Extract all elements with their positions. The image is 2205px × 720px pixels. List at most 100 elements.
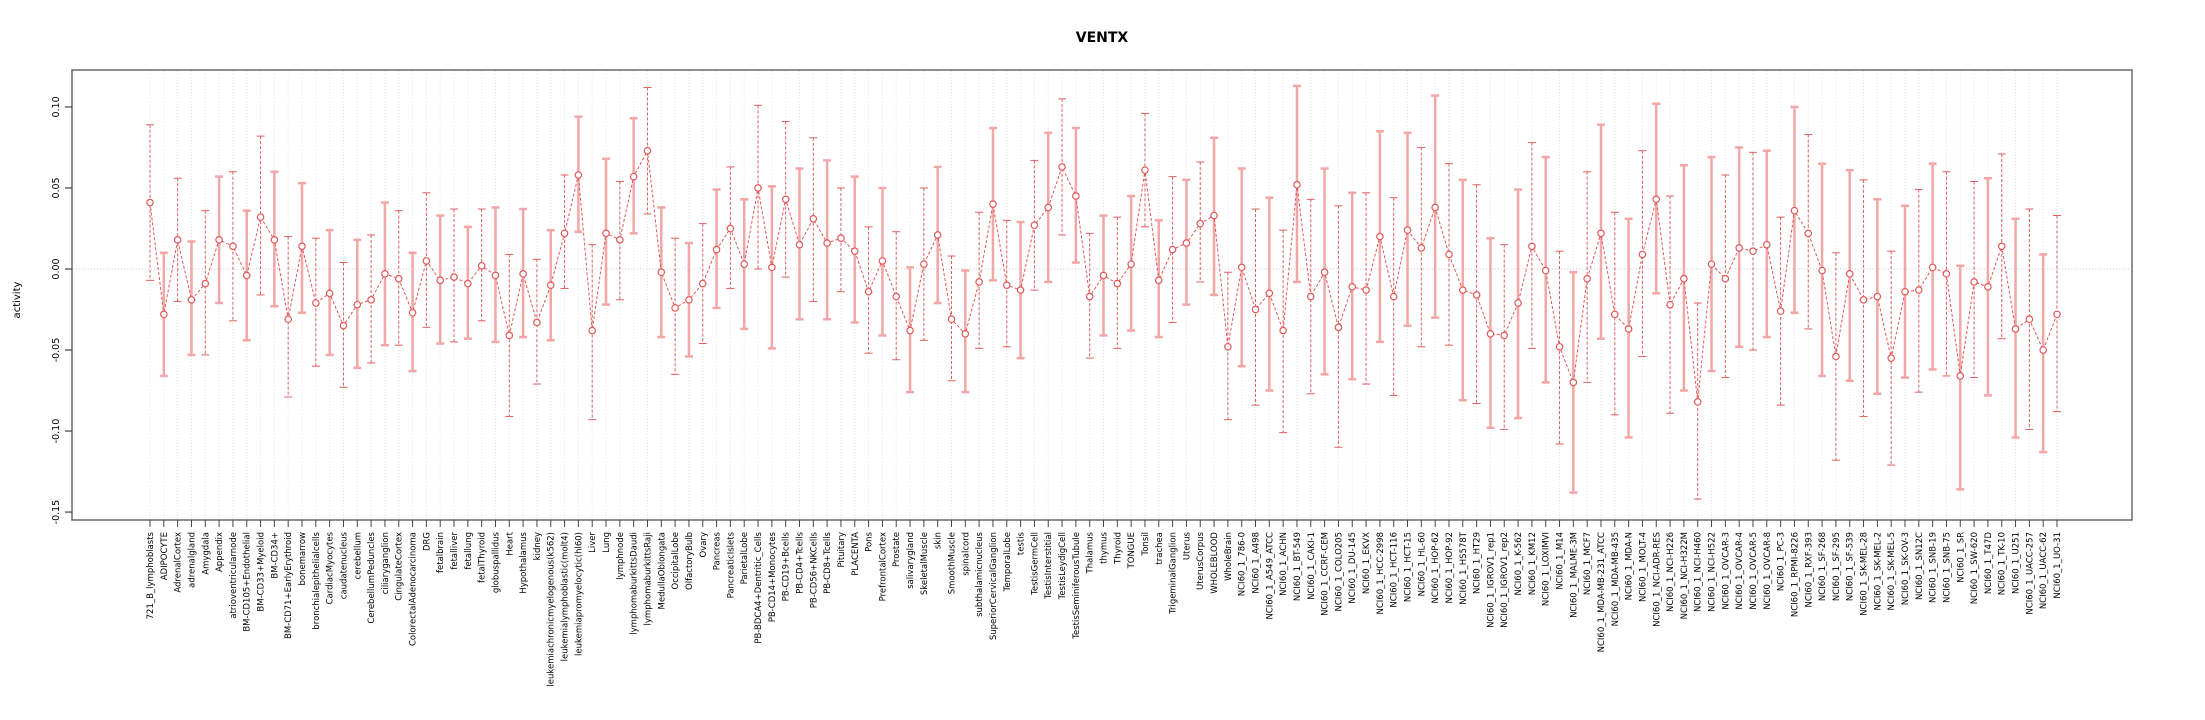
data-point <box>146 198 154 207</box>
data-point <box>712 245 721 254</box>
x-tick-label: NCI60_1_SK-MEL-2 <box>1873 532 1883 610</box>
data-point <box>353 300 362 309</box>
x-tick-label: WholeBrain <box>1224 532 1234 581</box>
data-point <box>1832 352 1840 361</box>
x-tick-label: NCI60_1_CAKI-1 <box>1307 532 1317 600</box>
data-point <box>1680 274 1688 283</box>
x-tick-label: NCI60_1_MCF7 <box>1583 532 1593 595</box>
data-point <box>1389 292 1398 301</box>
data-point <box>809 214 818 223</box>
x-tick-label: TestisLeydigCell <box>1058 532 1068 600</box>
data-point <box>1306 292 1315 301</box>
data-point <box>864 287 873 296</box>
data-point <box>450 273 458 281</box>
data-point <box>1168 245 1177 254</box>
x-tick-label: spinalcord <box>961 532 971 576</box>
x-tick-label: NCI60_1_HCT-15 <box>1404 532 1414 602</box>
data-point <box>1997 242 2006 251</box>
data-point <box>464 279 472 288</box>
y-tick-label: -0.10 <box>51 419 62 444</box>
data-point <box>477 261 486 270</box>
data-point <box>519 270 527 278</box>
data-point <box>947 315 956 324</box>
x-tick-label: AdrenalCortex <box>174 532 184 593</box>
data-point <box>1721 274 1730 283</box>
x-tick-label: NCI60_1_HCC-2998 <box>1376 532 1386 615</box>
data-point <box>1099 271 1108 280</box>
x-tick-label: lymphnode <box>616 532 626 580</box>
data-point <box>367 295 375 304</box>
data-point <box>1555 342 1564 351</box>
x-tick-label: NCI60_1_NCI-ADR-RES <box>1652 532 1662 627</box>
data-point <box>1901 287 1909 296</box>
x-tick-label: subthalamicnucleus <box>975 531 985 616</box>
x-tick-label: PB-CD8+Tcells <box>823 531 833 593</box>
data-point <box>2025 315 2034 324</box>
y-tick-label: 0.00 <box>51 258 62 279</box>
x-tick-label: leukemiapromyelocytic(hl60) <box>574 532 584 656</box>
x-tick-label: 721_B_lymphoblasts <box>146 531 156 619</box>
x-tick-label: fetalThyroid <box>478 532 488 583</box>
x-tick-label: NCI60_1_SN12C <box>1915 532 1925 600</box>
x-tick-label: ADIPOCYTE <box>160 532 170 580</box>
x-tick-label: Thalamus <box>1086 531 1096 574</box>
data-point <box>961 330 970 338</box>
data-point <box>242 271 251 280</box>
data-point <box>602 229 610 238</box>
data-point <box>1376 232 1384 241</box>
data-point <box>1804 229 1813 238</box>
x-tick-label: SmoothMuscle <box>947 532 957 594</box>
data-point <box>1196 219 1205 228</box>
data-point <box>657 268 666 277</box>
x-tick-label: NCI60_1_UACC-62 <box>2039 532 2049 609</box>
x-tick-label: Lung <box>602 532 612 553</box>
data-point <box>1320 268 1329 277</box>
x-tick-label: cerebellum <box>353 532 363 579</box>
x-tick-label: NCI60_1_RPMI-8226 <box>1790 532 1800 617</box>
x-tick-label: TestisSeminiferousTubule <box>1072 532 1082 640</box>
data-point <box>588 326 597 335</box>
data-point <box>837 234 845 243</box>
x-tick-label: NCI60_1_MDA-N <box>1625 532 1635 600</box>
data-point <box>1873 292 1882 301</box>
x-tick-label: Uterus <box>1182 531 1192 560</box>
data-point <box>768 263 776 272</box>
data-point <box>1624 325 1633 333</box>
data-point <box>1887 354 1895 362</box>
x-tick-label: PB-CD19+Bcells <box>782 531 792 601</box>
data-point <box>256 213 265 221</box>
x-tick-label: PancreaticIslets <box>726 531 736 598</box>
data-point <box>1942 270 1951 278</box>
x-tick-label: fetalbrain <box>436 532 446 573</box>
y-tick-label: -0.05 <box>51 338 62 363</box>
x-tick-label: NCI60_1_OVCAR-8 <box>1763 532 1773 610</box>
data-point <box>726 224 735 233</box>
data-point <box>1362 286 1370 294</box>
data-point <box>325 289 334 298</box>
x-tick-label: NCI60_1_HCT-116 <box>1390 532 1400 608</box>
data-point <box>1113 279 1122 288</box>
x-tick-label: bonemarrow <box>298 532 308 586</box>
data-point <box>1431 203 1439 212</box>
x-tick-label: skin <box>934 532 944 549</box>
data-point <box>408 308 417 317</box>
x-tick-label: Pancreas <box>713 531 723 570</box>
data-point <box>546 281 555 289</box>
data-point <box>1528 242 1536 251</box>
x-tick-label: DRG <box>422 532 432 551</box>
data-point <box>975 278 983 286</box>
x-tick-label: leukemiachronicmyelogenous(k562) <box>547 532 557 687</box>
data-point <box>491 271 500 280</box>
data-point <box>1610 310 1619 319</box>
x-tick-label: caudatenucleus <box>339 531 349 599</box>
x-tick-label: NCI60_1_MDA-MB-435 <box>1611 532 1621 626</box>
x-tick-label: bronchialepithelialcells <box>312 531 322 629</box>
data-point <box>685 295 693 304</box>
data-point <box>1237 263 1246 272</box>
x-tick-label: Liver <box>588 532 598 553</box>
x-tick-label: Ovary <box>699 532 709 557</box>
data-point <box>1403 226 1412 234</box>
data-point <box>381 270 389 278</box>
x-tick-label: Thyroid <box>1113 532 1123 565</box>
